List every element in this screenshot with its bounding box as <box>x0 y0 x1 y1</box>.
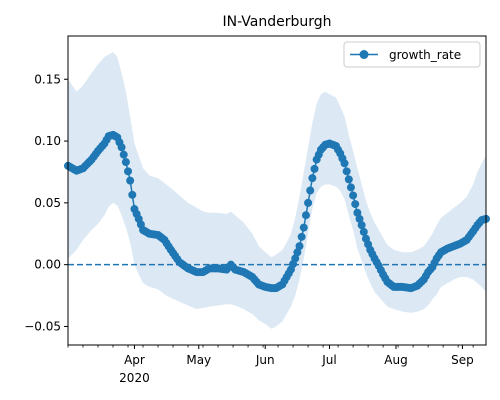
data-point <box>357 221 366 230</box>
plot-frame <box>67 35 487 346</box>
x-tick-label: Jul <box>321 353 336 367</box>
legend-marker-sample <box>359 50 369 59</box>
data-point <box>359 227 368 236</box>
y-tick-label: 0.00 <box>34 258 61 272</box>
data-point <box>342 167 351 176</box>
y-tick-label: −0.05 <box>24 319 61 333</box>
chart-title: IN-Vanderburgh <box>222 14 331 30</box>
data-point <box>291 254 300 263</box>
data-point <box>306 186 315 195</box>
data-point <box>117 143 126 152</box>
data-point <box>301 211 310 220</box>
data-point <box>304 198 313 207</box>
series-marker-layer <box>64 130 490 293</box>
data-point <box>355 214 364 223</box>
x-tick-sublabel: 2020 <box>119 371 150 385</box>
y-tick-label: 0.05 <box>34 196 61 210</box>
legend-box <box>343 41 481 68</box>
confidence-band-layer <box>68 52 486 329</box>
data-point <box>340 159 349 168</box>
data-point <box>295 242 304 251</box>
data-point <box>308 174 317 183</box>
data-point <box>344 175 353 184</box>
x-axis: Apr 2020 May Jun Jul Aug Sep <box>67 345 474 385</box>
data-point <box>346 183 355 192</box>
data-point <box>353 208 362 217</box>
data-point <box>119 150 128 159</box>
data-point <box>351 200 360 209</box>
x-tick-label: Apr <box>124 353 145 367</box>
data-point <box>297 232 306 241</box>
data-point <box>293 248 302 257</box>
data-point <box>349 191 358 200</box>
x-tick-label: May <box>186 353 211 367</box>
y-axis: −0.05 0.00 0.05 0.10 0.15 <box>24 72 68 333</box>
legend: growth_rate <box>343 41 481 68</box>
y-tick-label: 0.10 <box>34 134 61 148</box>
data-point <box>121 158 130 167</box>
confidence-band <box>68 52 486 329</box>
legend-label-growth-rate: growth_rate <box>389 48 461 62</box>
x-tick-label: Jun <box>255 353 275 367</box>
data-point <box>124 167 133 176</box>
data-point <box>310 164 319 173</box>
x-tick-label: Aug <box>384 353 407 367</box>
data-point <box>299 223 308 232</box>
y-tick-label: 0.15 <box>34 72 61 86</box>
data-point <box>128 190 137 199</box>
x-tick-label: Sep <box>451 353 474 367</box>
data-point <box>126 176 135 185</box>
